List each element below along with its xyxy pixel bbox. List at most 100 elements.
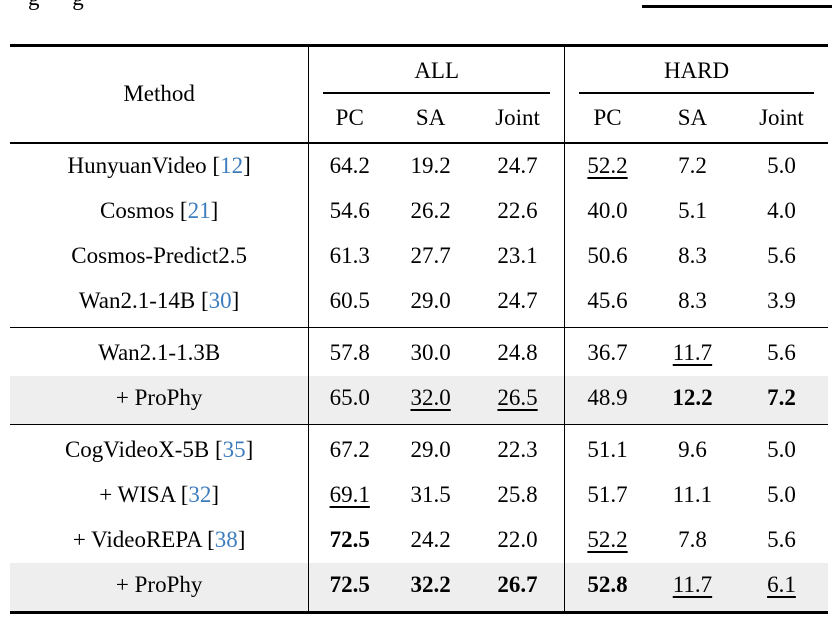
method-cell: CogVideoX-5B [35] <box>64 437 254 463</box>
table-row: + WISA [32] 69.1 31.5 25.8 51.7 11.1 5.0 <box>10 472 828 518</box>
table-row: + VideoREPA [38] 72.5 24.2 22.0 52.2 7.8 5.6 <box>10 517 828 563</box>
caption-letter-fragment: g <box>72 0 84 9</box>
value-cell: 50.6 <box>564 233 650 279</box>
citation-link[interactable]: 32 <box>188 482 212 508</box>
cropped-caption-underline <box>642 5 832 8</box>
cropped-caption-text: g g <box>28 0 84 11</box>
value-cell: 51.1 <box>564 424 650 473</box>
table-row: Wan2.1-1.3B 57.8 30.0 24.8 36.7 11.7 5.6 <box>10 327 828 376</box>
value-cell: 26.7 <box>497 572 538 598</box>
table-section: CogVideoX-5B [35] 67.2 29.0 22.3 51.1 9.6 5.0 +… <box>10 424 828 613</box>
value-cell: 51.7 <box>564 472 650 518</box>
column-header-joint-hard: Joint <box>759 104 804 130</box>
value-cell: 4.0 <box>767 198 796 224</box>
method-name: HunyuanVideo <box>67 153 207 179</box>
column-header-pc-hard: PC <box>564 93 650 143</box>
value-cell: 31.5 <box>410 482 451 508</box>
value-cell: 72.5 <box>308 562 391 613</box>
value-cell: 5.6 <box>767 527 796 553</box>
table-header: Method ALL HARD PC SA Joint PC SA Joint <box>10 45 828 143</box>
value-cell: 26.5 <box>497 385 538 411</box>
value-cell: 24.2 <box>410 527 451 553</box>
caption-letter-fragment: g <box>28 0 40 9</box>
value-cell: 30.0 <box>410 340 451 366</box>
column-header-pc-all: PC <box>308 93 391 143</box>
table-row: Wan2.1-14B [30] 60.5 29.0 24.7 45.6 8.3 3.9 <box>10 278 828 328</box>
method-name: Cosmos-Predict2.5 <box>71 243 247 269</box>
table-row: Cosmos [21] 54.6 26.2 22.6 40.0 5.1 4.0 <box>10 188 828 234</box>
cmidrule-all <box>323 92 551 94</box>
value-cell: 52.2 <box>564 142 650 189</box>
value-cell: 67.2 <box>308 424 391 473</box>
value-cell: 32.0 <box>410 385 451 411</box>
value-cell: 45.6 <box>564 278 650 328</box>
method-cell: Cosmos-Predict2.5 <box>10 234 309 279</box>
value-cell: 22.0 <box>497 527 538 553</box>
value-cell: 54.6 <box>308 188 391 234</box>
value-cell: 12.2 <box>672 385 713 411</box>
subheader-row: PC SA Joint PC SA Joint <box>10 93 828 143</box>
value-cell: 7.8 <box>678 527 707 553</box>
table-section: HunyuanVideo [12] 64.2 19.2 24.7 52.2 7.2 5.0 C… <box>10 142 828 328</box>
value-cell: 5.6 <box>767 340 796 366</box>
value-cell: 22.6 <box>497 198 538 224</box>
group-header-hard: HARD <box>564 45 828 94</box>
citation-link[interactable]: 21 <box>187 198 211 224</box>
group-label-hard: HARD <box>663 58 730 83</box>
value-cell: 52.2 <box>564 517 650 563</box>
cmidrule-hard <box>579 92 814 94</box>
method-name: + ProPhy <box>115 572 203 598</box>
value-cell: 11.7 <box>672 572 713 598</box>
value-cell: 29.0 <box>410 437 451 463</box>
method-cell: + ProPhy <box>10 376 309 425</box>
method-column-header: Method <box>123 81 195 107</box>
citation-link[interactable]: 12 <box>220 153 244 179</box>
table-row: CogVideoX-5B [35] 67.2 29.0 22.3 51.1 9.6 5.0 <box>10 424 828 473</box>
value-cell: 24.7 <box>497 153 538 179</box>
value-cell: 61.3 <box>308 233 391 279</box>
group-header-row: Method ALL HARD <box>10 45 828 106</box>
value-cell: 40.0 <box>564 188 650 234</box>
method-name: Cosmos <box>100 198 175 224</box>
value-cell: 25.8 <box>497 482 538 508</box>
group-label-all: ALL <box>414 58 460 83</box>
value-cell: 5.0 <box>767 437 796 463</box>
value-cell: 26.2 <box>410 198 451 224</box>
method-cell: Wan2.1-14B [30] <box>78 288 240 314</box>
value-cell: 3.9 <box>767 288 796 314</box>
citation-link[interactable]: 35 <box>222 437 246 463</box>
citation-link[interactable]: 38 <box>214 527 238 553</box>
method-cell: Wan2.1-1.3B <box>10 327 309 376</box>
table-section: Wan2.1-1.3B 57.8 30.0 24.8 36.7 11.7 5.6 + ProP… <box>10 327 828 425</box>
value-cell: 72.5 <box>308 517 391 563</box>
value-cell: 36.7 <box>564 327 650 376</box>
method-name: Wan2.1-1.3B <box>98 340 221 366</box>
citation-link[interactable]: 30 <box>208 288 232 314</box>
value-cell: 7.2 <box>678 153 707 179</box>
column-header-sa-hard: SA <box>677 104 708 130</box>
table-row: HunyuanVideo [12] 64.2 19.2 24.7 52.2 7.2 5.0 <box>10 142 828 189</box>
value-cell: 24.8 <box>497 340 538 366</box>
method-name: Wan2.1-14B <box>78 288 196 314</box>
column-header-joint-all: Joint <box>495 104 540 130</box>
method-cell: + WISA [32] <box>99 482 220 508</box>
value-cell: 11.7 <box>672 340 713 366</box>
value-cell: 64.2 <box>308 142 391 189</box>
value-cell: 52.8 <box>564 562 650 613</box>
value-cell: 8.3 <box>678 243 707 269</box>
method-cell: + ProPhy <box>10 563 309 613</box>
value-cell: 7.2 <box>767 385 796 411</box>
value-cell: 57.8 <box>308 327 391 376</box>
value-cell: 19.2 <box>410 153 451 179</box>
value-cell: 9.6 <box>678 437 707 463</box>
value-cell: 60.5 <box>308 278 391 328</box>
value-cell: 69.1 <box>308 472 391 518</box>
value-cell: 5.1 <box>678 198 707 224</box>
column-header-sa-all: SA <box>415 104 446 130</box>
table-row: + ProPhy 72.5 32.2 26.7 52.8 11.7 6.1 <box>10 562 828 613</box>
value-cell: 5.0 <box>767 482 796 508</box>
value-cell: 32.2 <box>410 572 451 598</box>
value-cell: 11.1 <box>672 482 713 508</box>
value-cell: 65.0 <box>308 375 391 425</box>
